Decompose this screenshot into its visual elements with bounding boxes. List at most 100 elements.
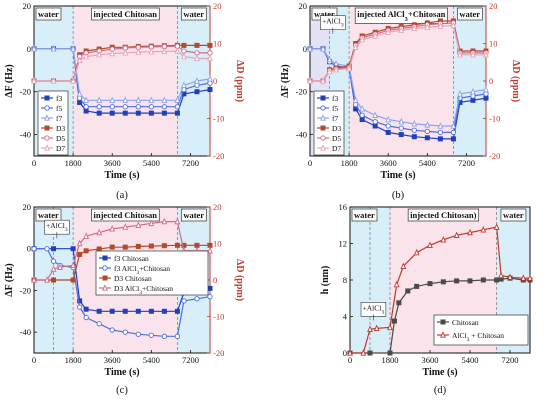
- data-point: [148, 308, 154, 314]
- data-point: [96, 228, 103, 236]
- legend-label: D3: [56, 124, 65, 133]
- series-d7: [307, 21, 489, 84]
- x-tick-label: 5400: [143, 158, 160, 168]
- data-point: [161, 110, 167, 116]
- series-d7: [31, 47, 213, 84]
- data-point: [367, 325, 373, 332]
- region-label: water: [38, 210, 59, 220]
- data-point: [148, 219, 155, 227]
- data-point: [109, 104, 115, 110]
- data-point: [480, 277, 486, 283]
- y2-tick-label: 20: [489, 1, 498, 11]
- data-point: [135, 96, 142, 103]
- data-point: [360, 349, 367, 356]
- data-point: [498, 271, 505, 279]
- data-point: [148, 96, 155, 103]
- chart-panel-b: water injected AlCl3+Chitosan water 0 1800 36…: [280, 1, 521, 201]
- data-point: [398, 26, 405, 34]
- data-point: [135, 331, 141, 337]
- data-point: [367, 350, 373, 356]
- data-point: [398, 132, 404, 138]
- legend-marker: [320, 125, 326, 131]
- region-label: injected Chitosan: [94, 210, 158, 220]
- region-label: injected Chitosan: [94, 9, 158, 19]
- data-point: [31, 77, 37, 84]
- y-tick-label: 0: [303, 44, 307, 54]
- data-point: [483, 95, 489, 101]
- data-point: [31, 246, 37, 252]
- data-point: [174, 96, 181, 103]
- data-point: [96, 246, 102, 252]
- series-f3-alcl3-chitosan: [31, 246, 213, 339]
- legend-marker: [320, 95, 326, 101]
- y-tick-label: 0: [343, 348, 347, 358]
- data-point: [122, 223, 129, 230]
- data-point: [148, 104, 154, 110]
- data-point: [470, 50, 476, 58]
- data-point: [320, 45, 326, 52]
- data-point: [174, 47, 181, 54]
- legend-marker: [44, 144, 50, 151]
- data-point: [109, 327, 115, 333]
- data-point: [470, 97, 476, 103]
- data-point: [400, 262, 407, 269]
- x-tick-label: 0: [348, 355, 352, 365]
- data-point: [181, 48, 187, 54]
- data-point: [437, 122, 444, 129]
- y2-tick-label: -10: [489, 114, 500, 124]
- data-point: [161, 243, 167, 249]
- data-point: [507, 273, 513, 280]
- data-point: [413, 248, 420, 256]
- x-tick-label: 3600: [104, 158, 121, 168]
- region-label: water: [183, 210, 204, 220]
- data-point: [148, 332, 154, 338]
- data-point: [161, 96, 168, 103]
- legend-label: f3: [332, 94, 338, 103]
- data-point: [424, 135, 430, 141]
- x-axis-label: Time (s): [104, 170, 139, 181]
- data-point: [450, 136, 456, 142]
- chart-panel-a: water injected Chitosan water 0 1800 3600 5400…: [4, 1, 245, 201]
- y2-tick-label: 0: [213, 275, 217, 285]
- data-point: [393, 280, 400, 288]
- data-point: [76, 90, 83, 97]
- data-point: [109, 49, 116, 57]
- data-point: [493, 223, 500, 230]
- data-point: [396, 300, 402, 306]
- legend-label: AlCl3 + Chitosan: [452, 331, 504, 343]
- data-point: [347, 349, 353, 356]
- data-point: [207, 42, 213, 48]
- data-point: [437, 136, 443, 142]
- x-tick-label: 5400: [419, 158, 436, 168]
- data-point: [194, 42, 200, 48]
- x-tick-label: 7200: [182, 355, 199, 365]
- region-label-box: [180, 7, 207, 21]
- data-point: [372, 111, 379, 118]
- region-label: water: [183, 9, 204, 19]
- data-point: [470, 93, 476, 99]
- x-tick-label: 3600: [104, 355, 121, 365]
- legend-marker: [102, 275, 108, 281]
- data-point: [50, 258, 57, 264]
- data-point: [83, 52, 90, 60]
- legend-label: f5: [56, 104, 62, 113]
- data-point: [385, 129, 391, 135]
- data-point: [70, 246, 76, 252]
- legend-marker: [44, 135, 50, 141]
- data-point: [194, 50, 200, 56]
- data-point: [359, 112, 365, 118]
- data-point: [109, 110, 115, 116]
- y2-tick-label: -10: [213, 312, 224, 322]
- data-point: [450, 122, 457, 129]
- data-point: [161, 104, 168, 110]
- annotation-label: +AlCl3: [363, 303, 385, 315]
- x-tick-label: 5400: [143, 355, 160, 365]
- region-label-box: [35, 7, 62, 21]
- data-point: [135, 221, 142, 228]
- y-tick-label: 0: [27, 44, 31, 54]
- data-point: [480, 226, 487, 233]
- region-label: water: [354, 210, 375, 220]
- data-point: [414, 283, 420, 289]
- data-point: [135, 48, 142, 55]
- data-point: [320, 77, 326, 84]
